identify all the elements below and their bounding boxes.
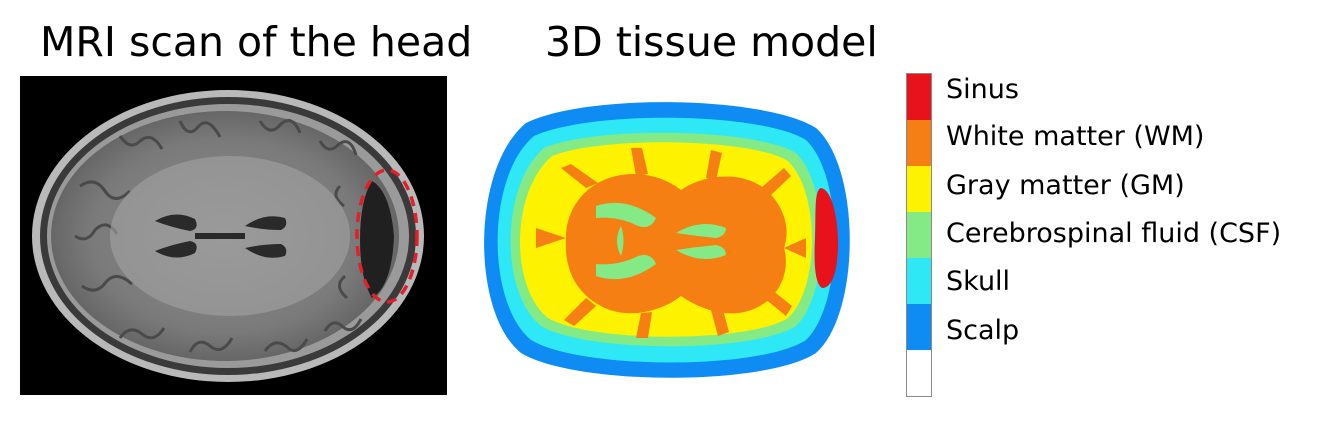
legend-label-csf: Cerebrospinal fluid (CSF): [946, 218, 1282, 249]
mri-ventricles: [155, 214, 287, 258]
legend-swatch-background: [907, 350, 931, 396]
legend-label-gray-matter: Gray matter (GM): [946, 170, 1185, 201]
legend-color-bar: [906, 73, 932, 397]
mri-scan-image: [20, 76, 447, 395]
tissue-model-image: [466, 98, 861, 383]
legend-label-scalp: Scalp: [946, 315, 1020, 346]
sinus-annotation-ellipse: [355, 168, 419, 304]
legend-swatch-skull: [907, 258, 931, 304]
legend-label-sinus: Sinus: [946, 74, 1019, 105]
mri-panel-title: MRI scan of the head: [40, 18, 473, 66]
legend-swatch-csf: [907, 212, 931, 258]
mri-sinus-region: [360, 181, 394, 298]
mri-sulci: [74, 119, 363, 353]
legend-label-white-matter: White matter (WM): [946, 121, 1205, 152]
model-sinus: [814, 188, 839, 288]
model-ventricles: [596, 202, 726, 280]
legend-swatch-gray-matter: [907, 166, 931, 212]
legend-swatch-scalp: [907, 304, 931, 350]
legend-label-skull: Skull: [946, 266, 1011, 297]
legend-swatch-white-matter: [907, 120, 931, 166]
model-panel-title: 3D tissue model: [545, 18, 878, 66]
legend-swatch-sinus: [907, 74, 931, 120]
